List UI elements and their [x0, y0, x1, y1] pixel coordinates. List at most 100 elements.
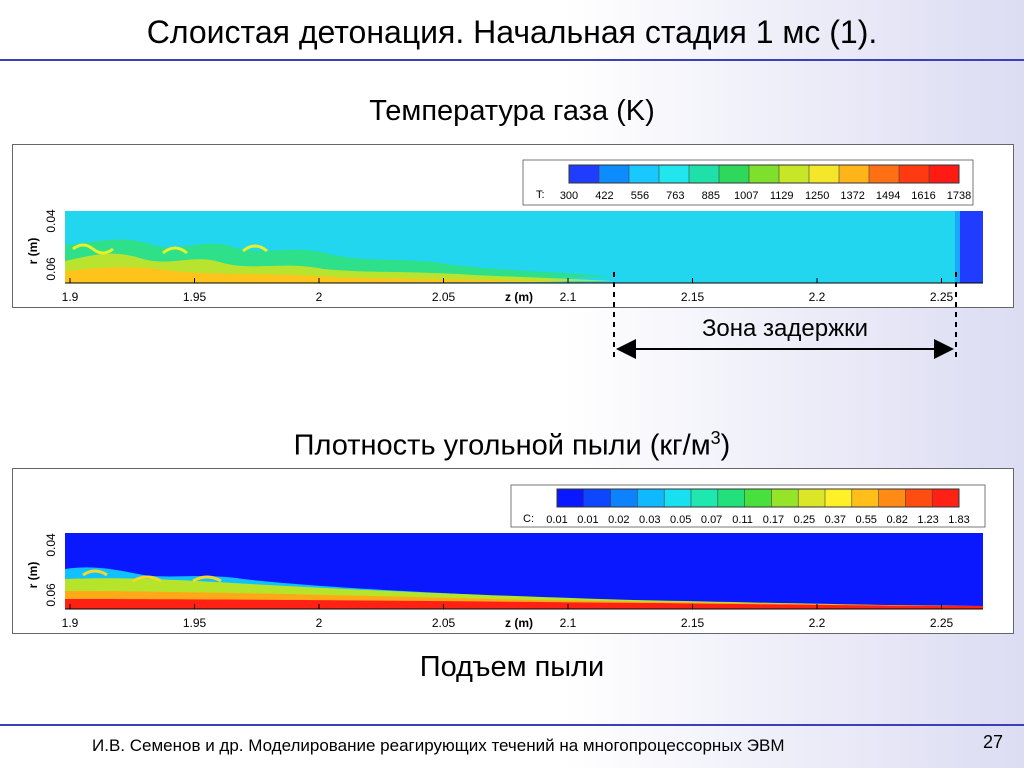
density-wall-layer [65, 599, 983, 609]
density-x-axis-label: z (m) [505, 616, 533, 630]
temperature-plot: T: 300 422 556 763 885 1007 1129 1250 1372 1494 16… [26, 159, 983, 304]
density-legend-swatch [771, 489, 799, 507]
density-legend-value: 1.23 [917, 514, 938, 526]
density-legend-swatch [717, 489, 746, 507]
density-y-tick-label: 0.04 [44, 533, 58, 557]
density-legend-swatch [878, 489, 906, 507]
density-legend-swatch [905, 489, 933, 507]
temperature-legend-value: 1616 [911, 190, 935, 202]
density-plot: C: 0.01 0.01 0.02 0.03 0.05 0.07 0.11 0.17 0.25 0… [26, 484, 986, 630]
temperature-x-axis-label: z (m) [505, 290, 533, 304]
temperature-legend-swatch [869, 165, 900, 183]
slide-title: Слоистая детонация. Начальная стадия 1 м… [146, 14, 878, 50]
temperature-legend-swatch [719, 165, 750, 183]
density-legend-swatch [798, 489, 826, 507]
temperature-x-tick-label: 2.15 [681, 290, 705, 304]
density-heading-end: ) [720, 429, 731, 462]
density-legend-value: 0.01 [577, 514, 598, 526]
temperature-front-edge [955, 211, 960, 283]
density-legend-value: 0.17 [763, 514, 784, 526]
temperature-x-tick-label: 1.9 [62, 290, 79, 304]
density-y-axis-label: r (m) [26, 562, 40, 589]
temperature-x-tick-label: 2.2 [809, 290, 826, 304]
temperature-legend-swatch [749, 165, 780, 183]
temperature-legend-swatch [569, 165, 600, 183]
temperature-legend-value: 885 [702, 190, 720, 202]
density-legend-outline [556, 488, 960, 508]
density-panel: C: 0.01 0.01 0.02 0.03 0.05 0.07 0.11 0.17 0.25 0… [12, 468, 1014, 634]
density-x-tick-label: 2.2 [809, 616, 826, 630]
density-legend-value: 0.11 [732, 514, 753, 526]
temperature-legend-swatch [629, 165, 660, 183]
density-legend-value: 0.82 [886, 514, 907, 526]
density-legend-value: 0.01 [546, 514, 567, 526]
density-x-tick-label: 1.9 [62, 616, 79, 630]
density-x-tick-label: 2.25 [930, 616, 954, 630]
temperature-legend-colorbar [568, 164, 960, 184]
density-x-tick-label: 2.15 [681, 616, 705, 630]
density-legend-swatch [557, 489, 585, 507]
density-heading-main: Плотность угольной пыли (кг/м [293, 429, 711, 462]
density-heading: Плотность угольной пыли (кг/м3) [0, 421, 1024, 463]
density-legend-value: 0.05 [670, 514, 691, 526]
delay-zone-label: Зона задержки [701, 315, 869, 342]
density-legend-swatch [691, 489, 719, 507]
temperature-panel: T: 300 422 556 763 885 1007 1129 1250 1372 1494 16… [12, 144, 1014, 308]
temperature-heading: Температура газа (K) [369, 95, 655, 127]
temperature-x-tick-label: 2 [316, 290, 323, 304]
density-legend-swatch [825, 489, 853, 507]
temperature-y-tick-label: 0.06 [44, 257, 58, 281]
density-legend-value: 1.83 [948, 514, 969, 526]
density-legend-value: 0.55 [856, 514, 877, 526]
temperature-legend-value: 763 [666, 190, 684, 202]
density-legend-swatch [664, 489, 692, 507]
density-caption: Подъем пыли [419, 651, 605, 683]
temperature-legend-value: 1372 [840, 190, 864, 202]
temperature-legend-label: T: [536, 189, 545, 201]
title-divider [0, 59, 1024, 61]
density-legend-swatch [637, 489, 665, 507]
temperature-y-tick-label: 0.04 [44, 209, 58, 233]
temperature-legend-outline [568, 164, 960, 184]
temperature-legend-swatch [779, 165, 810, 183]
density-legend-swatch [851, 489, 880, 507]
temperature-legend-swatch [659, 165, 690, 183]
temperature-x-tick-label: 1.95 [183, 290, 207, 304]
density-legend-value: 0.02 [608, 514, 629, 526]
density-vortices [82, 569, 222, 583]
temperature-legend-value: 1494 [876, 190, 900, 202]
density-x-tick-label: 2 [316, 616, 323, 630]
density-legend-colorbar [556, 488, 960, 508]
footer-citation: И.В. Семенов и др. Моделирование реагиру… [92, 736, 785, 755]
temperature-legend-swatch [809, 165, 840, 183]
density-x-tick-label: 2.05 [432, 616, 456, 630]
footer-divider [0, 724, 1024, 726]
density-x-tick-label: 2.1 [560, 616, 577, 630]
density-y-tick-label: 0.06 [44, 583, 58, 607]
temperature-legend-swatch [839, 165, 870, 183]
density-legend-value: 0.03 [639, 514, 660, 526]
temperature-x-tick-label: 2.05 [432, 290, 456, 304]
temperature-legend-swatch [599, 165, 630, 183]
density-x-tick-label: 1.95 [183, 616, 207, 630]
temperature-legend-value: 1738 [947, 190, 971, 202]
temperature-legend-value: 556 [631, 190, 649, 202]
temperature-legend-swatch [689, 165, 720, 183]
temperature-x-tick-label: 2.25 [930, 290, 954, 304]
temperature-legend-value: 422 [595, 190, 613, 202]
temperature-cold-front [959, 211, 983, 283]
density-legend-label: C: [523, 513, 534, 525]
temperature-legend-value: 300 [560, 190, 578, 202]
temperature-legend-swatch [929, 165, 960, 183]
density-legend-value: 0.37 [825, 514, 846, 526]
density-legend-swatch [610, 489, 638, 507]
temperature-vortices [72, 243, 268, 255]
density-legend-value: 0.25 [794, 514, 815, 526]
temperature-legend-value: 1129 [770, 190, 794, 202]
temperature-legend-value: 1007 [734, 190, 758, 202]
temperature-x-tick-label: 2.1 [560, 290, 577, 304]
density-legend-swatch [932, 489, 960, 507]
density-legend-swatch [744, 489, 772, 507]
temperature-legend-swatch [899, 165, 930, 183]
temperature-core-layer [65, 267, 573, 283]
